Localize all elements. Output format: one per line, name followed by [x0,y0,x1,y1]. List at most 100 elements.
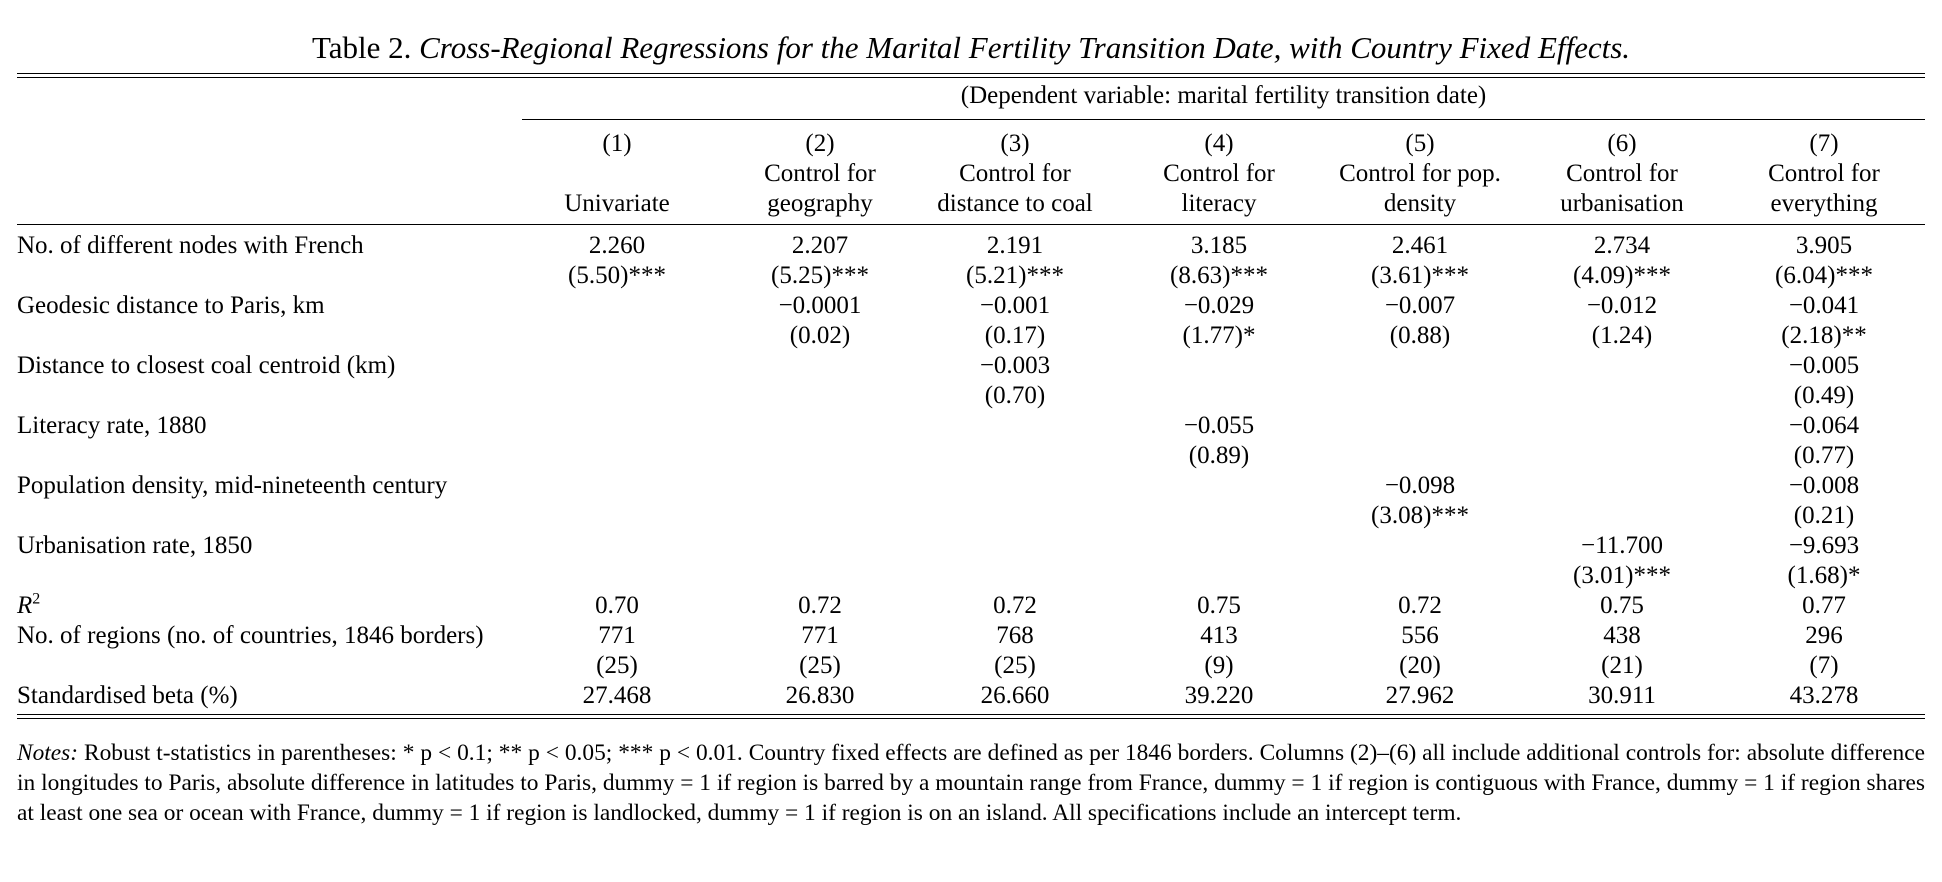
tstat-cell: (0.88) [1389,322,1451,349]
column-header-6: (6) Control for urbanisation [1527,129,1717,219]
column-label-line2: Univariate [564,190,670,217]
standardised-beta-cell: 26.660 [980,682,1050,709]
table-notes: Notes: Robust t-statistics in parenthese… [17,738,1925,828]
r-squared-cell: 0.75 [1197,592,1241,619]
coefficient-cell: −0.0001 [778,292,862,319]
header-partial-rule [522,119,1925,120]
caption-title: Cross-Regional Regressions for the Marit… [419,30,1631,65]
coefficient-cell: −0.005 [1788,352,1860,379]
column-number: (1) [602,130,632,157]
column-number: (3) [1000,130,1030,157]
top-rule-upper [17,73,1925,74]
tstat-cell: (0.70) [984,382,1046,409]
regions-count-cell: 413 [1200,622,1238,649]
coefficient-cell: −0.029 [1183,292,1255,319]
coefficient-cell: −0.012 [1586,292,1658,319]
tstat-cell: (2.18)** [1781,322,1867,349]
coefficient-cell: 2.734 [1593,232,1651,259]
tstat-cell: (0.21) [1793,502,1855,529]
column-header-5: (5) Control for pop. density [1325,129,1515,219]
tstat-cell: (0.77) [1793,442,1855,469]
column-label-line2: geography [767,190,873,217]
countries-count-cell: (21) [1601,652,1643,679]
r-squared-exponent: 2 [32,590,41,608]
column-header-2: (2) Control for geography [725,129,915,219]
tstat-cell: (8.63)*** [1170,262,1268,289]
header-bottom-rule [17,224,1925,225]
column-label-line1: Control for [1566,160,1678,187]
column-label-line2: distance to coal [937,190,1093,217]
countries-count-cell: (9) [1204,652,1234,679]
standardised-beta-cell: 30.911 [1588,682,1656,709]
regions-count-cell: 556 [1401,622,1439,649]
notes-text: Robust t-statistics in parentheses: * p … [17,740,1925,826]
r-squared-cell: 0.75 [1600,592,1644,619]
column-label-line1: Control for [1163,160,1275,187]
row-label-distance-paris: Geodesic distance to Paris, km [17,292,325,319]
dependent-variable-label: (Dependent variable: marital fertility t… [960,82,1487,109]
column-label-line2: literacy [1181,190,1257,217]
countries-count-cell: (7) [1809,652,1839,679]
coefficient-cell: −9.693 [1788,532,1860,559]
column-label-line2: everything [1770,190,1878,217]
column-number: (7) [1809,130,1839,157]
coefficient-cell: 2.207 [791,232,849,259]
coefficient-cell: 2.191 [986,232,1044,259]
standardised-beta-cell: 39.220 [1184,682,1254,709]
standardised-beta-cell: 26.830 [785,682,855,709]
r-squared-cell: 0.77 [1802,592,1846,619]
tstat-cell: (3.01)*** [1573,562,1671,589]
tstat-cell: (0.02) [789,322,851,349]
row-label-r-squared: R2 [17,591,40,621]
standardised-beta-cell: 27.962 [1385,682,1455,709]
tstat-cell: (0.17) [984,322,1046,349]
regions-count-cell: 438 [1603,622,1641,649]
column-number: (4) [1204,130,1234,157]
coefficient-cell: −11.700 [1581,532,1663,559]
column-header-1: (1) Univariate [522,129,712,219]
tstat-cell: (5.21)*** [966,262,1064,289]
coefficient-cell: 3.905 [1795,232,1853,259]
coefficient-cell: −0.098 [1384,472,1456,499]
standardised-beta-cell: 43.278 [1789,682,1859,709]
coefficient-cell: −0.008 [1788,472,1860,499]
countries-count-cell: (25) [799,652,841,679]
column-label-line1: Control for [959,160,1071,187]
coefficient-cell: 3.185 [1190,232,1248,259]
row-label-urbanisation: Urbanisation rate, 1850 [17,532,253,559]
tstat-cell: (1.68)* [1787,562,1861,589]
notes-label: Notes: [17,740,79,766]
column-label-line2: urbanisation [1560,190,1684,217]
column-header-7: (7) Control for everything [1729,129,1919,219]
tstat-cell: (4.09)*** [1573,262,1671,289]
tstat-cell: (3.61)*** [1371,262,1469,289]
r-squared-cell: 0.72 [1398,592,1442,619]
tstat-cell: (1.77)* [1182,322,1256,349]
tstat-cell: (6.04)*** [1775,262,1873,289]
coefficient-cell: −0.055 [1183,412,1255,439]
tstat-cell: (5.25)*** [771,262,869,289]
column-number: (6) [1607,130,1637,157]
countries-count-cell: (20) [1399,652,1441,679]
tstat-cell: (0.49) [1793,382,1855,409]
regions-count-cell: 296 [1805,622,1843,649]
r-squared-cell: 0.70 [595,592,639,619]
row-label-french-nodes: No. of different nodes with French [17,232,364,259]
coefficient-cell: 2.260 [588,232,646,259]
column-header-4: (4) Control for literacy [1124,129,1314,219]
row-label-regions: No. of regions (no. of countries, 1846 b… [17,622,484,649]
table-caption: Table 2. Cross-Regional Regressions for … [0,28,1942,68]
column-label-line1: Control for [1768,160,1880,187]
coefficient-cell: −0.001 [979,292,1051,319]
r-squared-cell: 0.72 [798,592,842,619]
coefficient-cell: −0.003 [979,352,1051,379]
countries-count-cell: (25) [596,652,638,679]
top-rule-lower [17,77,1925,78]
r-squared-cell: 0.72 [993,592,1037,619]
coefficient-cell: 2.461 [1391,232,1449,259]
coefficient-cell: −0.041 [1788,292,1860,319]
coefficient-cell: −0.007 [1384,292,1456,319]
coefficient-cell: −0.064 [1788,412,1860,439]
column-number: (5) [1405,130,1435,157]
